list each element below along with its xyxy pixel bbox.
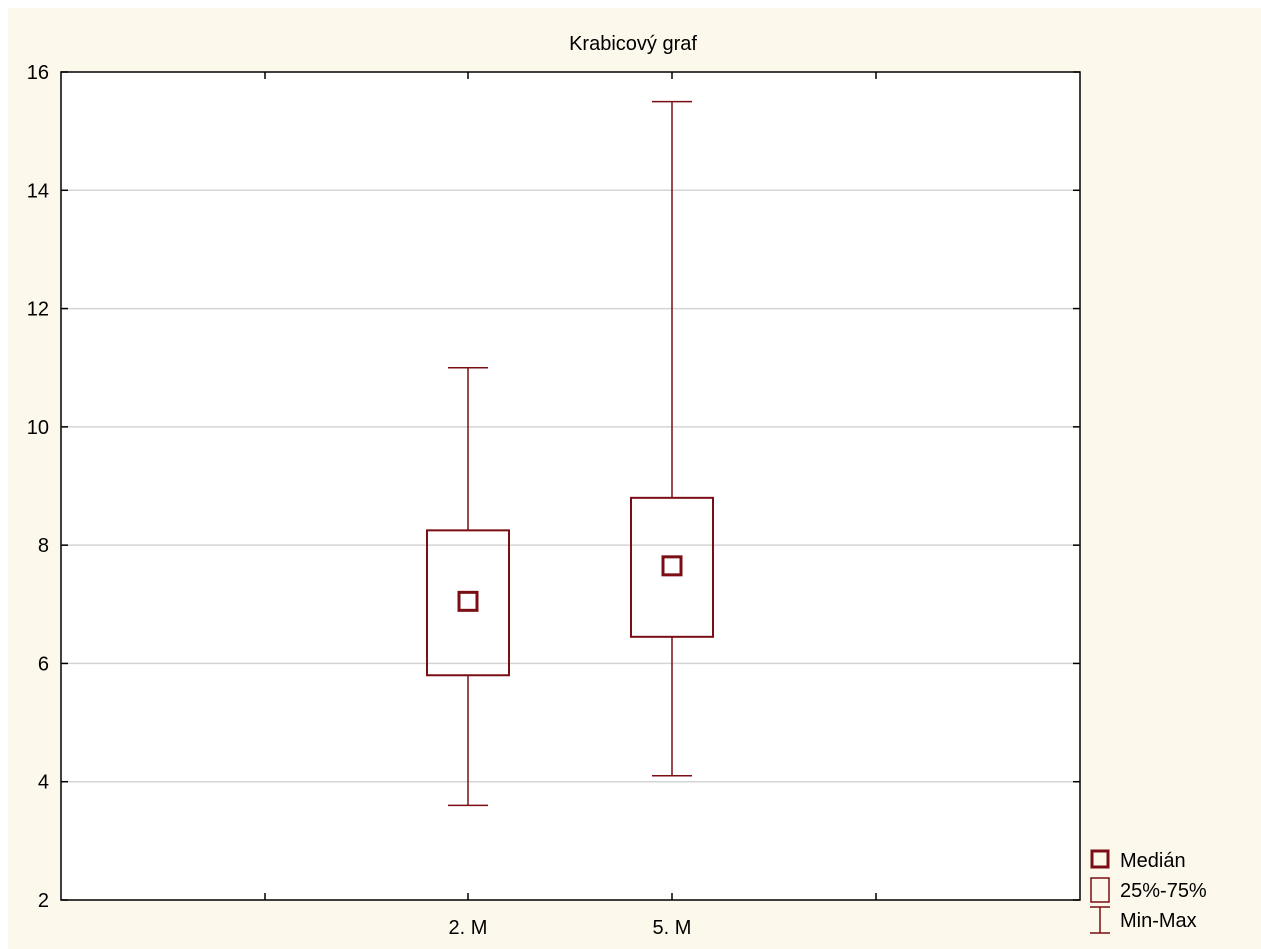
legend-label: Min-Max	[1120, 910, 1197, 932]
plot-area	[60, 71, 1081, 901]
y-tick-label: 4	[38, 772, 49, 794]
y-tick-label: 10	[27, 417, 49, 439]
legend-label: 25%-75%	[1120, 880, 1207, 902]
y-tick-label: 14	[27, 180, 49, 202]
gridlines	[61, 189, 1080, 783]
x-axis: 2. M 5. M	[264, 72, 877, 939]
median-marker	[457, 590, 479, 612]
box-series	[426, 100, 714, 807]
legend-median-icon	[1090, 849, 1110, 869]
y-tick-label: 6	[38, 653, 49, 675]
legend-iqr-icon	[1090, 877, 1110, 903]
x-tick-label: 5. M	[653, 917, 692, 939]
y-tick-label: 16	[27, 62, 49, 84]
box-group	[630, 100, 714, 777]
chart-title: Krabicový graf	[569, 33, 697, 55]
y-tick-label: 8	[38, 535, 49, 557]
y-tick-label: 12	[27, 299, 49, 321]
box-group	[426, 366, 510, 807]
y-axis: 2 4 6 8 10 12 14 16	[27, 62, 1080, 912]
median-marker	[661, 555, 683, 577]
legend: Medián 25%-75% Min-Max	[1090, 849, 1207, 934]
y-tick-label: 2	[38, 890, 49, 912]
iqr-box	[630, 496, 714, 638]
legend-label: Medián	[1120, 850, 1186, 872]
iqr-box	[426, 529, 510, 677]
x-tick-label: 2. M	[449, 917, 488, 939]
